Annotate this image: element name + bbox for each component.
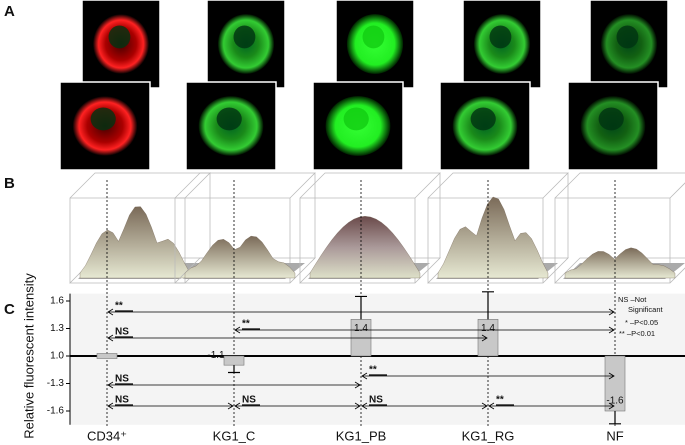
error-bar [355,295,367,320]
legend-text: ** –P<0.01 [619,329,655,338]
significance-label: NS [115,327,129,338]
surface [184,235,296,279]
significance-label: ** [115,301,123,312]
significance-label: NS [115,374,129,385]
surface-plots [69,172,685,284]
error-bar [228,365,240,374]
comparison-arrow [361,402,488,410]
comparison-arrow [107,308,615,316]
legend-text: * –P<0.05 [625,318,658,327]
value-label: 1.4 [354,323,368,334]
error-bar [482,291,494,320]
y-tick-label: 1.0 [50,351,64,362]
bar [223,355,245,366]
x-tick-label: NF [606,428,623,443]
panel-label: A [4,3,15,20]
micrographs [59,0,669,171]
comparison-arrow [361,372,615,380]
plot-background [70,293,685,425]
surface [437,196,549,279]
comparison-arrow [107,402,234,410]
value-label: -1.1 [207,350,225,361]
x-tick-label: KG1_RG [462,428,515,443]
y-tick-label: -1.3 [47,378,65,389]
nucleus [216,107,242,131]
surface [309,216,421,279]
nucleus [616,25,639,49]
legend-text: NS –Not [618,295,647,304]
significance-label: ** [242,319,250,330]
panel-label: B [4,175,15,192]
value-label: 1.4 [481,323,495,334]
significance-label: NS [242,395,256,406]
y-tick-label: 1.6 [50,296,64,307]
comparison-arrow [234,402,361,410]
nucleus [233,25,256,49]
comparison-arrow [234,326,615,334]
nucleus [108,25,131,49]
bar-chart: 1.6 1.3 1.0 -1.3 -1.6 Relative fluorescent in… [21,180,685,443]
y-tick-label: -1.6 [47,406,65,417]
significance-label: ** [369,365,377,376]
panel-label: C [4,301,15,318]
comparison-arrow [107,381,361,389]
surface [564,247,676,279]
nucleus [90,107,116,131]
error-bar [609,411,621,425]
box-frame [299,172,441,284]
significance-label: NS [115,395,129,406]
x-tick-label: CD34⁺ [87,428,127,443]
significance-label: NS [369,395,383,406]
nucleus [598,107,624,131]
value-label: -1.6 [606,396,624,407]
y-axis-label: Relative fluorescent intensity [21,273,36,439]
box-frame [554,172,685,284]
significance-label: ** [496,395,504,406]
box-frame [174,172,316,284]
legend-text: Significant [628,305,664,314]
nucleus [362,25,385,49]
bar [96,353,118,359]
comparison-arrow [488,402,615,410]
box-frame [427,172,569,284]
x-tick-label: KG1_C [213,428,256,443]
surface [79,206,191,279]
nucleus [470,107,496,131]
nucleus [343,107,369,131]
comparison-arrow [107,334,488,342]
nucleus [489,25,512,49]
y-tick-label: 1.3 [50,323,64,334]
x-tick-label: KG1_PB [336,428,387,443]
